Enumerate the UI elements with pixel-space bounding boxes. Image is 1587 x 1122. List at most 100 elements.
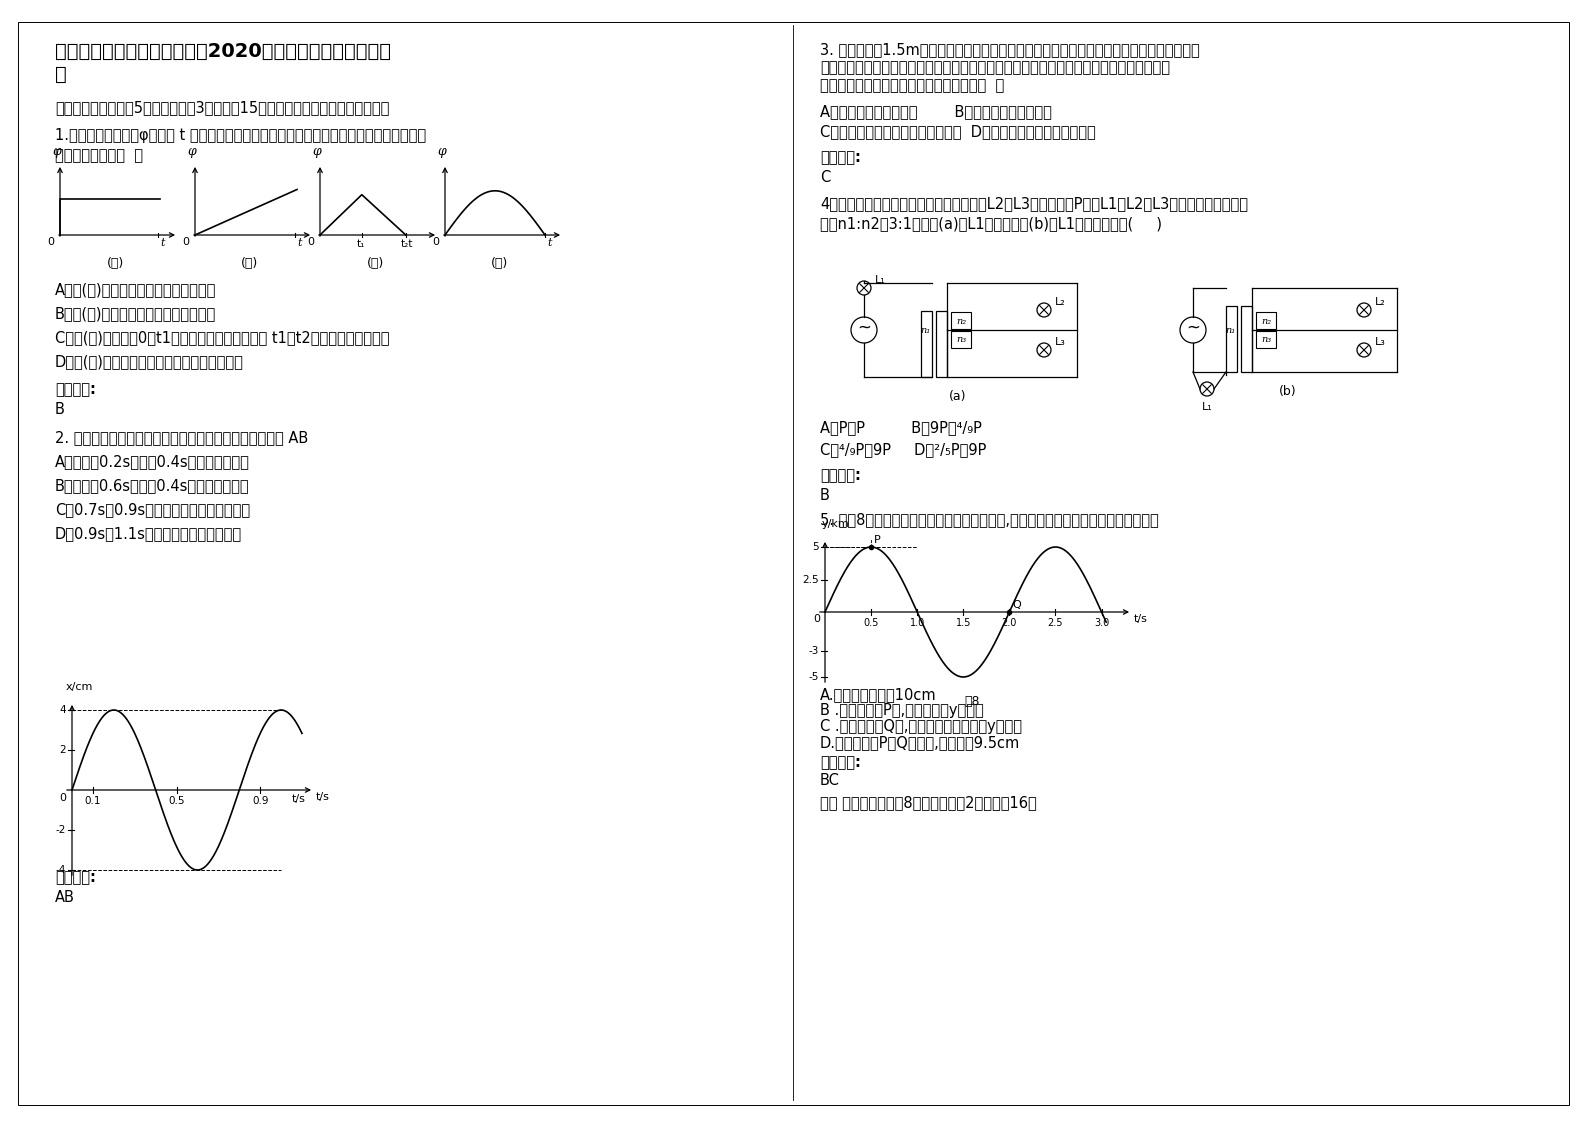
Text: 0: 0	[432, 237, 440, 247]
Text: 一、选择题：本题共5小题，每小题3分，共计15分．每小题只有一个选项符合题意: 一、选择题：本题共5小题，每小题3分，共计15分．每小题只有一个选项符合题意	[56, 100, 389, 114]
Bar	[920, 311, 932, 377]
Text: (甲): (甲)	[106, 257, 124, 270]
Text: (乙): (乙)	[241, 257, 259, 270]
Text: 1.5: 1.5	[955, 618, 971, 628]
Text: 5. 如图8所示是某质点做简谐运动的振动图象,试根据图象判断下列说法正确的是（）: 5. 如图8所示是某质点做简谐运动的振动图象,试根据图象判断下列说法正确的是（）	[820, 512, 1159, 527]
Text: BC: BC	[820, 773, 840, 788]
Text: A．图(甲)的回路中感应电动势恒定不变: A．图(甲)的回路中感应电动势恒定不变	[56, 282, 216, 297]
Text: C．小羽毛、小铜片同时到达筒底端  D．哪个先到达筒底端都有可能: C．小羽毛、小铜片同时到达筒底端 D．哪个先到达筒底端都有可能	[820, 125, 1095, 139]
Text: n₁: n₁	[1225, 325, 1235, 334]
Text: n₃: n₃	[1262, 334, 1271, 343]
Text: 2.0: 2.0	[1001, 618, 1017, 628]
Text: 图8: 图8	[965, 695, 981, 708]
Text: 4: 4	[59, 705, 67, 715]
Text: L₃: L₃	[1374, 337, 1385, 347]
Text: t: t	[297, 238, 302, 248]
Text: 4．（单选）如下图所示，两种情况下灯泡L2、L3的功率均为P，且L1、L2、L3为相同的灯泡，匝数: 4．（单选）如下图所示，两种情况下灯泡L2、L3的功率均为P，且L1、L2、L3…	[820, 196, 1247, 211]
Text: φ: φ	[438, 145, 446, 158]
Text: 2.5: 2.5	[1047, 618, 1063, 628]
Text: x/cm: x/cm	[67, 682, 94, 692]
Text: φ: φ	[52, 145, 62, 158]
Text: B: B	[820, 488, 830, 503]
Text: 二、 填空题：本题共8小题，每小题2分，共计16分: 二、 填空题：本题共8小题，每小题2分，共计16分	[820, 795, 1036, 810]
Text: 参考答案:: 参考答案:	[820, 468, 860, 482]
Text: B．图(乙)的回路中感应电动势恒定不变: B．图(乙)的回路中感应电动势恒定不变	[56, 306, 216, 321]
Text: y/km: y/km	[822, 519, 849, 528]
Bar	[1227, 306, 1236, 373]
Text: AB: AB	[56, 890, 75, 905]
Text: C .质点振动在Q时,振动的加速度方向沿y轴正向: C .质点振动在Q时,振动的加速度方向沿y轴正向	[820, 719, 1022, 734]
Text: 四川省南充市南部县第四中学2020年高二物理联考试题含解: 四川省南充市南部县第四中学2020年高二物理联考试题含解	[56, 42, 390, 61]
Text: 析: 析	[56, 65, 67, 84]
Text: B .质点振动在P时,振动方向沿y轴负向: B .质点振动在P时,振动方向沿y轴负向	[820, 703, 984, 718]
Text: 0: 0	[813, 614, 820, 624]
Text: Q: Q	[1013, 600, 1020, 610]
Text: t/s: t/s	[1135, 614, 1147, 624]
Text: 参考答案:: 参考答案:	[820, 150, 860, 165]
Text: t/s: t/s	[292, 794, 305, 804]
Text: 0.5: 0.5	[863, 618, 879, 628]
Text: -4: -4	[56, 865, 67, 875]
Text: 比为n1:n2＝3:1，则图(a)中L1的功率和图(b)中L1的功率分别为(     ): 比为n1:n2＝3:1，则图(a)中L1的功率和图(b)中L1的功率分别为( )	[820, 217, 1162, 231]
Text: (b): (b)	[1279, 385, 1297, 398]
Text: 0: 0	[59, 793, 67, 803]
Text: C．图(丙)的回路中0～t1时间内的感应电动势小于 t1～t2时间内的感应电动势: C．图(丙)的回路中0～t1时间内的感应电动势小于 t1～t2时间内的感应电动势	[56, 330, 389, 344]
Text: 3. 拿一个长约1.5m的玻璃筒，一端封闭，另一端有开关，在筒内放有质量不同的一片小羽毛: 3. 拿一个长约1.5m的玻璃筒，一端封闭，另一端有开关，在筒内放有质量不同的一…	[820, 42, 1200, 57]
Text: 0.9: 0.9	[252, 795, 268, 806]
Text: B: B	[56, 402, 65, 417]
Text: t: t	[548, 238, 552, 248]
Text: ~: ~	[857, 319, 871, 337]
Text: n₂: n₂	[1262, 316, 1271, 325]
Text: 1.0: 1.0	[909, 618, 925, 628]
Text: φ: φ	[313, 145, 322, 158]
Text: L₁: L₁	[874, 275, 886, 285]
Bar	[951, 331, 971, 348]
Text: 论述中正确的是（  ）: 论述中正确的是（ ）	[56, 148, 143, 163]
Text: L₂: L₂	[1374, 297, 1385, 307]
Text: 0: 0	[183, 237, 189, 247]
Text: -3: -3	[809, 646, 819, 656]
Text: P: P	[874, 535, 881, 545]
Text: A.该质点的振幅为10cm: A.该质点的振幅为10cm	[820, 687, 936, 702]
Text: 0: 0	[306, 237, 314, 247]
Text: C．⁴/₉P，9P     D．²/₅P，9P: C．⁴/₉P，9P D．²/₅P，9P	[820, 442, 987, 457]
Text: 参考答案:: 参考答案:	[56, 870, 95, 885]
Text: (丁): (丁)	[492, 257, 508, 270]
Text: 同时从玻璃筒顶端由静止开始下落，那么（  ）: 同时从玻璃筒顶端由静止开始下落，那么（ ）	[820, 79, 1005, 93]
Text: n₁: n₁	[920, 325, 930, 334]
Bar	[1241, 306, 1252, 373]
Text: n₂: n₂	[955, 316, 966, 325]
Bar	[936, 311, 947, 377]
Bar	[1255, 312, 1276, 329]
Text: D．图(丁)的回路中感应电动势先变大，再变小: D．图(丁)的回路中感应电动势先变大，再变小	[56, 355, 244, 369]
Text: 0: 0	[48, 237, 54, 247]
Text: t/s: t/s	[316, 792, 330, 802]
Text: D．0.9s～1.1s时间内物体的势能在增加: D．0.9s～1.1s时间内物体的势能在增加	[56, 526, 243, 541]
Text: L₃: L₃	[1055, 337, 1066, 347]
Text: φ: φ	[187, 145, 197, 158]
Text: A．小铜片先到达筒底端        B．小羽毛先到达筒底端: A．小铜片先到达筒底端 B．小羽毛先到达筒底端	[820, 104, 1052, 119]
Text: A．物体在0.2s时刻与0.4s时刻的速度相同: A．物体在0.2s时刻与0.4s时刻的速度相同	[56, 454, 249, 469]
Bar	[951, 312, 971, 329]
Text: ~: ~	[1185, 319, 1200, 337]
Text: 3.0: 3.0	[1093, 618, 1109, 628]
Text: t₁: t₁	[357, 239, 365, 249]
Text: 和一块小铜片。先把玻璃筒内抽成真空并竖直放置，再把玻璃筒倒立过来，小羽毛、小铜片: 和一块小铜片。先把玻璃筒内抽成真空并竖直放置，再把玻璃筒倒立过来，小羽毛、小铜片	[820, 59, 1170, 75]
Text: 2.5: 2.5	[803, 574, 819, 585]
Text: t₂t: t₂t	[400, 239, 413, 249]
Text: 5: 5	[813, 542, 819, 552]
Text: -5: -5	[809, 672, 819, 682]
Text: A．P，P          B．9P，⁴/₉P: A．P，P B．9P，⁴/₉P	[820, 420, 982, 435]
Text: (a): (a)	[949, 390, 966, 403]
Text: (丙): (丙)	[367, 257, 384, 270]
Text: 参考答案:: 参考答案:	[820, 755, 860, 770]
Text: 0.5: 0.5	[168, 795, 184, 806]
Text: 1.闭合回路的磁通量φ随时间 t 变化图像分别如图所示，关于回路中产生的感应电动势的下列: 1.闭合回路的磁通量φ随时间 t 变化图像分别如图所示，关于回路中产生的感应电动…	[56, 128, 427, 142]
Text: 0.1: 0.1	[84, 795, 102, 806]
Text: L₁: L₁	[1201, 402, 1212, 412]
Text: D.质点振动从P至Q过程中,路程大于9.5cm: D.质点振动从P至Q过程中,路程大于9.5cm	[820, 735, 1020, 749]
Text: n₃: n₃	[955, 334, 966, 343]
Text: B．物体在0.6s时刻与0.4s时刻的动能相同: B．物体在0.6s时刻与0.4s时刻的动能相同	[56, 478, 249, 493]
Text: C: C	[820, 171, 830, 185]
Text: 参考答案:: 参考答案:	[56, 381, 95, 397]
